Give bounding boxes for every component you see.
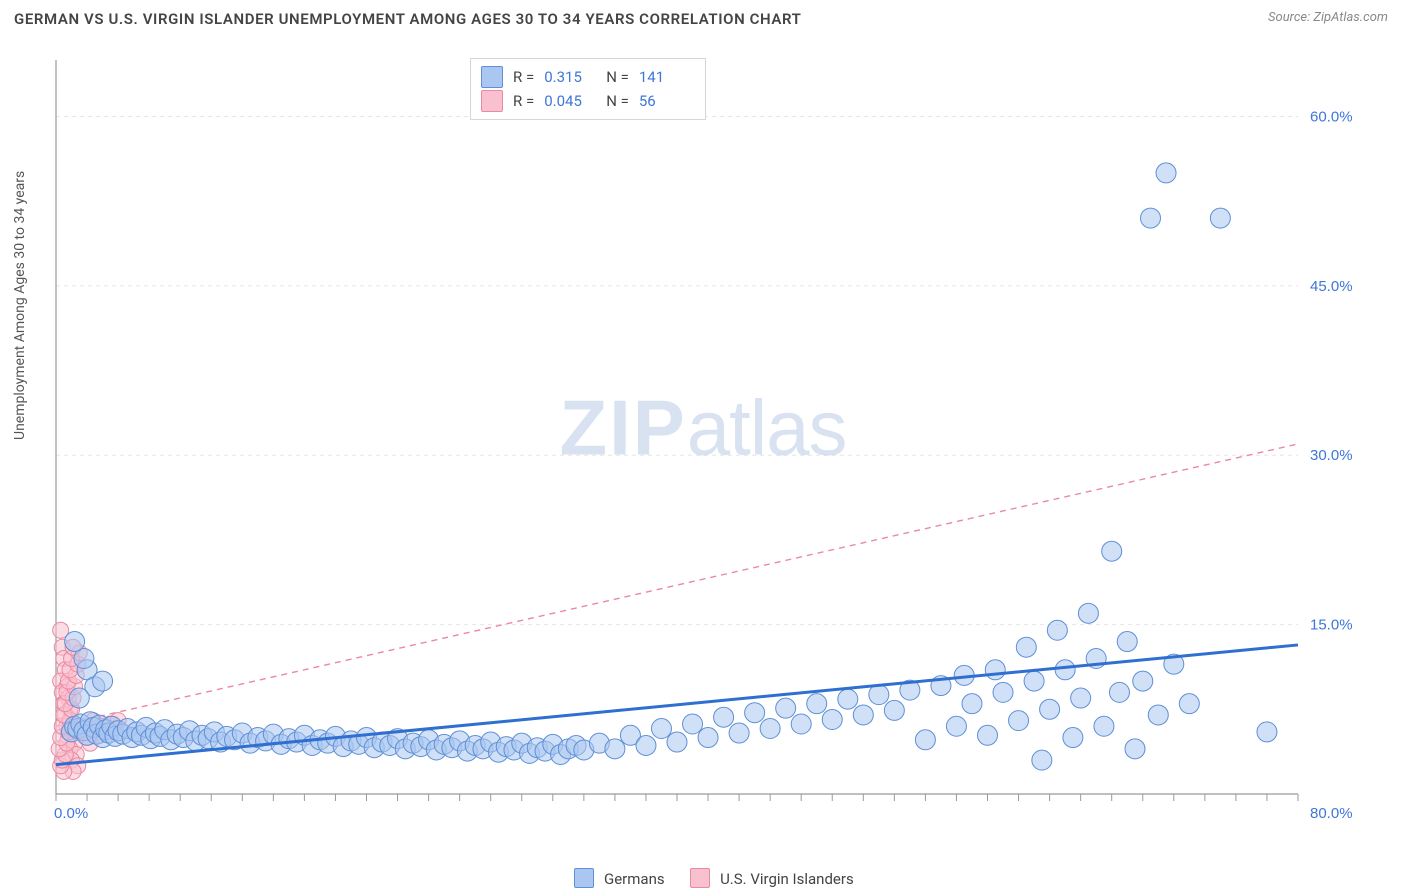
legend-label: Germans [604, 870, 665, 888]
source-label: Source: ZipAtlas.com [1268, 10, 1388, 25]
svg-text:45.0%: 45.0% [1310, 278, 1353, 295]
r-label: R = [513, 65, 534, 89]
n-label: N = [606, 65, 629, 89]
n-label: N = [606, 89, 629, 113]
stats-box: R = 0.315 N = 141 R = 0.045 N = 56 [470, 58, 706, 120]
n-value: 56 [639, 89, 691, 113]
svg-text:80.0%: 80.0% [1310, 805, 1353, 822]
legend-bottom: Germans U.S. Virgin Islanders [0, 868, 1406, 888]
stats-row: R = 0.315 N = 141 [481, 65, 691, 89]
r-value: 0.045 [544, 89, 596, 113]
svg-text:15.0%: 15.0% [1310, 617, 1353, 634]
legend-swatch-icon [481, 90, 503, 112]
n-value: 141 [639, 65, 691, 89]
chart-svg: 15.0% 30.0% 45.0% 60.0% 0.0% 80.0% [48, 52, 1368, 832]
svg-text:60.0%: 60.0% [1310, 108, 1353, 125]
r-value: 0.315 [544, 65, 596, 89]
r-label: R = [513, 89, 534, 113]
legend-label: U.S. Virgin Islanders [720, 870, 854, 888]
y-axis-label: Unemployment Among Ages 30 to 34 years [12, 171, 28, 440]
legend-swatch-icon [481, 66, 503, 88]
legend-swatch-icon [574, 868, 594, 888]
stats-row: R = 0.045 N = 56 [481, 89, 691, 113]
scatter-chart: 15.0% 30.0% 45.0% 60.0% 0.0% 80.0% [48, 52, 1368, 832]
svg-text:30.0%: 30.0% [1310, 447, 1353, 464]
svg-text:0.0%: 0.0% [54, 805, 88, 822]
legend-swatch-icon [690, 868, 710, 888]
chart-title: GERMAN VS U.S. VIRGIN ISLANDER UNEMPLOYM… [14, 10, 801, 28]
